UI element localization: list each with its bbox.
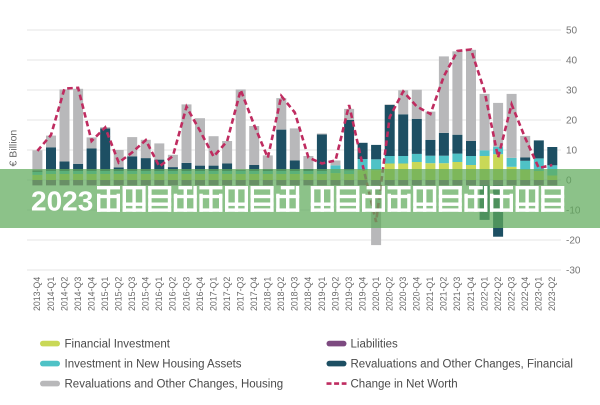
- svg-text:2016-Q1: 2016-Q1: [154, 277, 164, 311]
- svg-text:2020-Q4: 2020-Q4: [412, 277, 422, 311]
- svg-text:2018-Q3: 2018-Q3: [290, 277, 300, 311]
- svg-text:50: 50: [566, 25, 578, 36]
- svg-text:2014-Q4: 2014-Q4: [86, 277, 96, 311]
- svg-text:2014-Q3: 2014-Q3: [73, 277, 83, 311]
- svg-text:2017-Q1: 2017-Q1: [208, 277, 218, 311]
- svg-text:2019-Q3: 2019-Q3: [344, 277, 354, 311]
- svg-text:2022-Q3: 2022-Q3: [506, 277, 516, 311]
- svg-text:2019-Q2: 2019-Q2: [330, 277, 340, 311]
- svg-text:2014-Q2: 2014-Q2: [59, 277, 69, 311]
- svg-text:-30: -30: [566, 265, 581, 276]
- svg-text:2015-Q2: 2015-Q2: [114, 277, 124, 311]
- svg-text:-20: -20: [566, 235, 581, 246]
- svg-text:2020-Q1: 2020-Q1: [371, 277, 381, 311]
- svg-text:2021-Q2: 2021-Q2: [439, 277, 449, 311]
- svg-text:2017-Q2: 2017-Q2: [222, 277, 232, 311]
- svg-text:2016-Q3: 2016-Q3: [181, 277, 191, 311]
- svg-text:2020-Q2: 2020-Q2: [385, 277, 395, 311]
- svg-text:2020-Q3: 2020-Q3: [398, 277, 408, 311]
- svg-text:2015-Q1: 2015-Q1: [100, 277, 110, 311]
- svg-text:2019-Q4: 2019-Q4: [357, 277, 367, 311]
- svg-text:2022-Q4: 2022-Q4: [520, 277, 530, 311]
- svg-text:€ Billion: € Billion: [8, 130, 20, 167]
- svg-text:2018-Q4: 2018-Q4: [303, 277, 313, 311]
- svg-text:2017-Q3: 2017-Q3: [236, 277, 246, 311]
- svg-text:2018-Q2: 2018-Q2: [276, 277, 286, 311]
- svg-text:2023-Q1: 2023-Q1: [534, 277, 544, 311]
- svg-text:Liabilities: Liabilities: [351, 338, 399, 350]
- svg-text:Financial Investment: Financial Investment: [65, 338, 171, 350]
- svg-text:40: 40: [566, 55, 578, 66]
- svg-text:2015-Q4: 2015-Q4: [141, 277, 151, 311]
- svg-text:2019-Q1: 2019-Q1: [317, 277, 327, 311]
- svg-text:Revaluations and Other Changes: Revaluations and Other Changes, Financia…: [351, 358, 573, 370]
- svg-text:2017-Q4: 2017-Q4: [249, 277, 259, 311]
- svg-text:30: 30: [566, 85, 578, 96]
- svg-text:2021-Q1: 2021-Q1: [425, 277, 435, 311]
- svg-text:2021-Q3: 2021-Q3: [452, 277, 462, 311]
- svg-text:2014-Q1: 2014-Q1: [46, 277, 56, 311]
- svg-text:2022-Q1: 2022-Q1: [479, 277, 489, 311]
- svg-text:Investment in New Housing Asse: Investment in New Housing Assets: [65, 358, 242, 370]
- svg-text:10: 10: [566, 145, 578, 156]
- svg-text:2018-Q1: 2018-Q1: [263, 277, 273, 311]
- svg-text:2023-Q2: 2023-Q2: [547, 277, 557, 311]
- svg-text:2016-Q4: 2016-Q4: [195, 277, 205, 311]
- svg-text:2016-Q2: 2016-Q2: [168, 277, 178, 311]
- svg-text:2021-Q4: 2021-Q4: [466, 277, 476, 311]
- svg-text:20: 20: [566, 115, 578, 126]
- svg-text:Revaluations and Other Changes: Revaluations and Other Changes, Housing: [65, 378, 284, 390]
- svg-text:2022-Q2: 2022-Q2: [493, 277, 503, 311]
- svg-text:2013-Q4: 2013-Q4: [32, 277, 42, 311]
- svg-text:2023: 2023: [31, 186, 93, 217]
- svg-text:2015-Q3: 2015-Q3: [127, 277, 137, 311]
- svg-text:Change in Net Worth: Change in Net Worth: [351, 378, 458, 390]
